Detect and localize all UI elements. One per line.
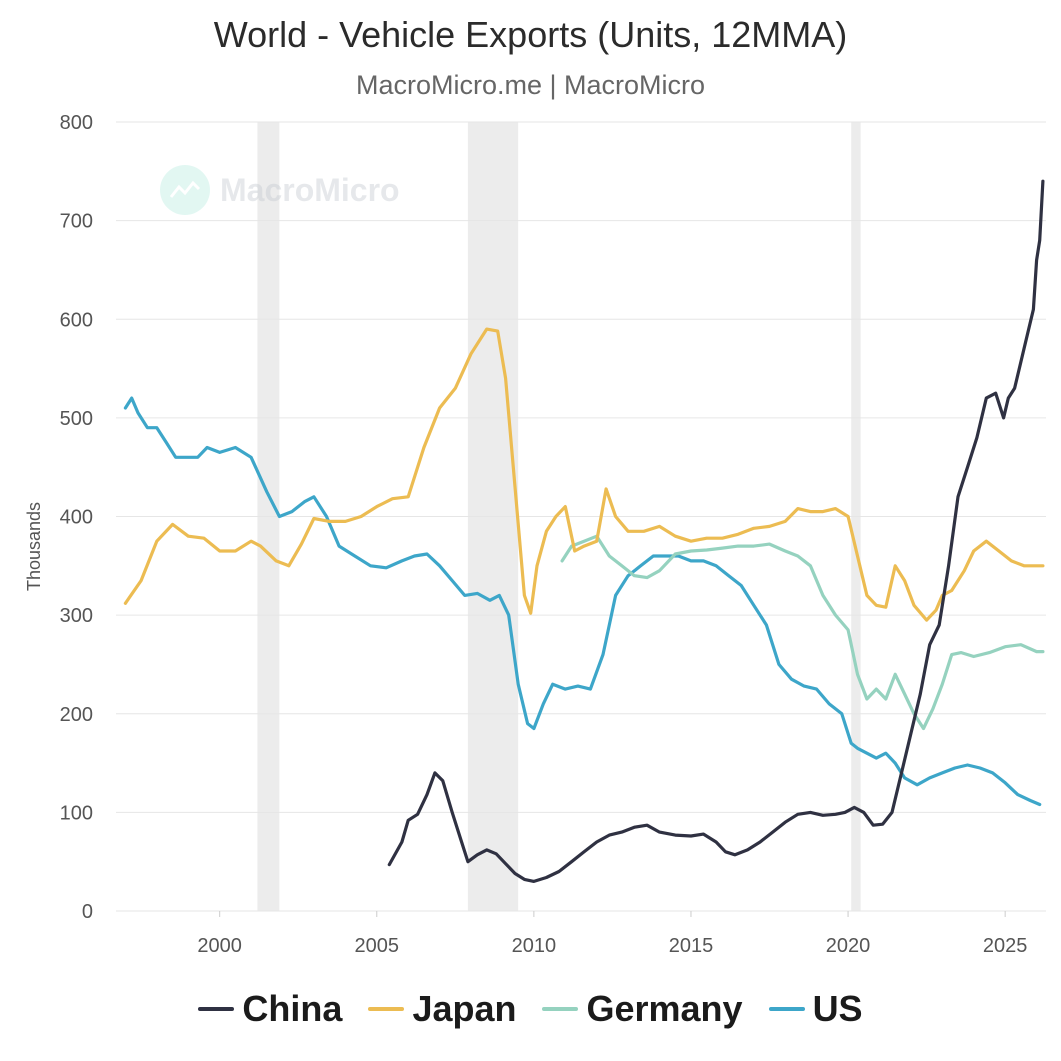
legend-swatch-china <box>198 1007 235 1011</box>
y-tick-label-400: 400 <box>60 507 93 529</box>
legend-item-germany[interactable]: Germany <box>542 988 743 1030</box>
legend-item-us[interactable]: US <box>768 988 863 1030</box>
y-tick-label-800: 800 <box>60 112 93 134</box>
legend-swatch-us <box>768 1007 805 1011</box>
watermark-text: MacroMicro <box>220 171 400 208</box>
y-tick-label-200: 200 <box>60 704 93 726</box>
x-tick-label-2025: 2025 <box>983 935 1028 957</box>
legend: China Japan Germany US <box>0 988 1061 1030</box>
legend-item-china[interactable]: China <box>198 988 342 1030</box>
y-tick-label-600: 600 <box>60 309 93 331</box>
legend-swatch-japan <box>368 1007 405 1011</box>
macromicro-logo-icon <box>160 165 210 215</box>
legend-label-china: China <box>242 988 343 1029</box>
y-tick-label-0: 0 <box>82 901 93 923</box>
legend-label-germany: Germany <box>586 988 743 1029</box>
series-line-china <box>387 179 1045 884</box>
chart-title: World - Vehicle Exports (Units, 12MMA) <box>213 14 848 55</box>
series-line-germany <box>560 534 1045 731</box>
y-tick-label-500: 500 <box>60 408 93 430</box>
chart-subtitle: MacroMicro.me | MacroMicro <box>355 70 706 100</box>
x-tick-label-2015: 2015 <box>669 935 714 957</box>
watermark: MacroMicro <box>160 165 400 215</box>
legend-swatch-germany <box>542 1007 579 1011</box>
series-line-us <box>123 396 1042 807</box>
x-tick-label-2010: 2010 <box>512 935 557 957</box>
x-tick-label-2000: 2000 <box>197 935 242 957</box>
legend-item-japan[interactable]: Japan <box>368 988 516 1030</box>
y-tick-label-100: 100 <box>60 802 93 824</box>
legend-label-japan: Japan <box>412 988 517 1029</box>
legend-label-us: US <box>812 988 863 1029</box>
x-tick-label-2020: 2020 <box>826 935 871 957</box>
y-tick-label-300: 300 <box>60 605 93 627</box>
series-line-japan <box>123 327 1045 622</box>
y-tick-label-700: 700 <box>60 211 93 233</box>
x-tick-label-2005: 2005 <box>355 935 400 957</box>
y-axis-title: Thousands <box>24 502 44 591</box>
